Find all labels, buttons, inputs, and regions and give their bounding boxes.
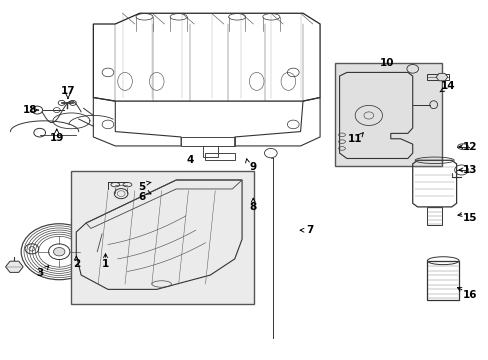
- Bar: [334, 63, 441, 166]
- Text: 2: 2: [73, 259, 80, 269]
- Text: 14: 14: [440, 81, 455, 91]
- Text: 1: 1: [102, 259, 109, 269]
- Bar: [427, 261, 458, 300]
- Text: 10: 10: [379, 58, 394, 68]
- Text: 15: 15: [462, 213, 477, 223]
- Bar: [71, 171, 254, 304]
- Polygon shape: [435, 73, 447, 81]
- Text: 4: 4: [186, 155, 193, 165]
- Text: 17: 17: [61, 86, 75, 96]
- Text: 7: 7: [306, 225, 313, 235]
- Text: 18: 18: [22, 105, 37, 115]
- Text: 19: 19: [49, 133, 64, 143]
- Bar: [427, 74, 448, 80]
- Text: 12: 12: [462, 141, 477, 152]
- Text: 9: 9: [249, 162, 256, 172]
- Text: 3: 3: [36, 268, 43, 278]
- Text: 16: 16: [462, 291, 477, 301]
- Text: 13: 13: [462, 165, 477, 175]
- Text: 5: 5: [138, 182, 145, 192]
- Text: 6: 6: [138, 192, 145, 202]
- Text: 8: 8: [249, 202, 256, 212]
- Polygon shape: [5, 261, 23, 273]
- Circle shape: [53, 248, 65, 256]
- Text: 11: 11: [347, 135, 362, 144]
